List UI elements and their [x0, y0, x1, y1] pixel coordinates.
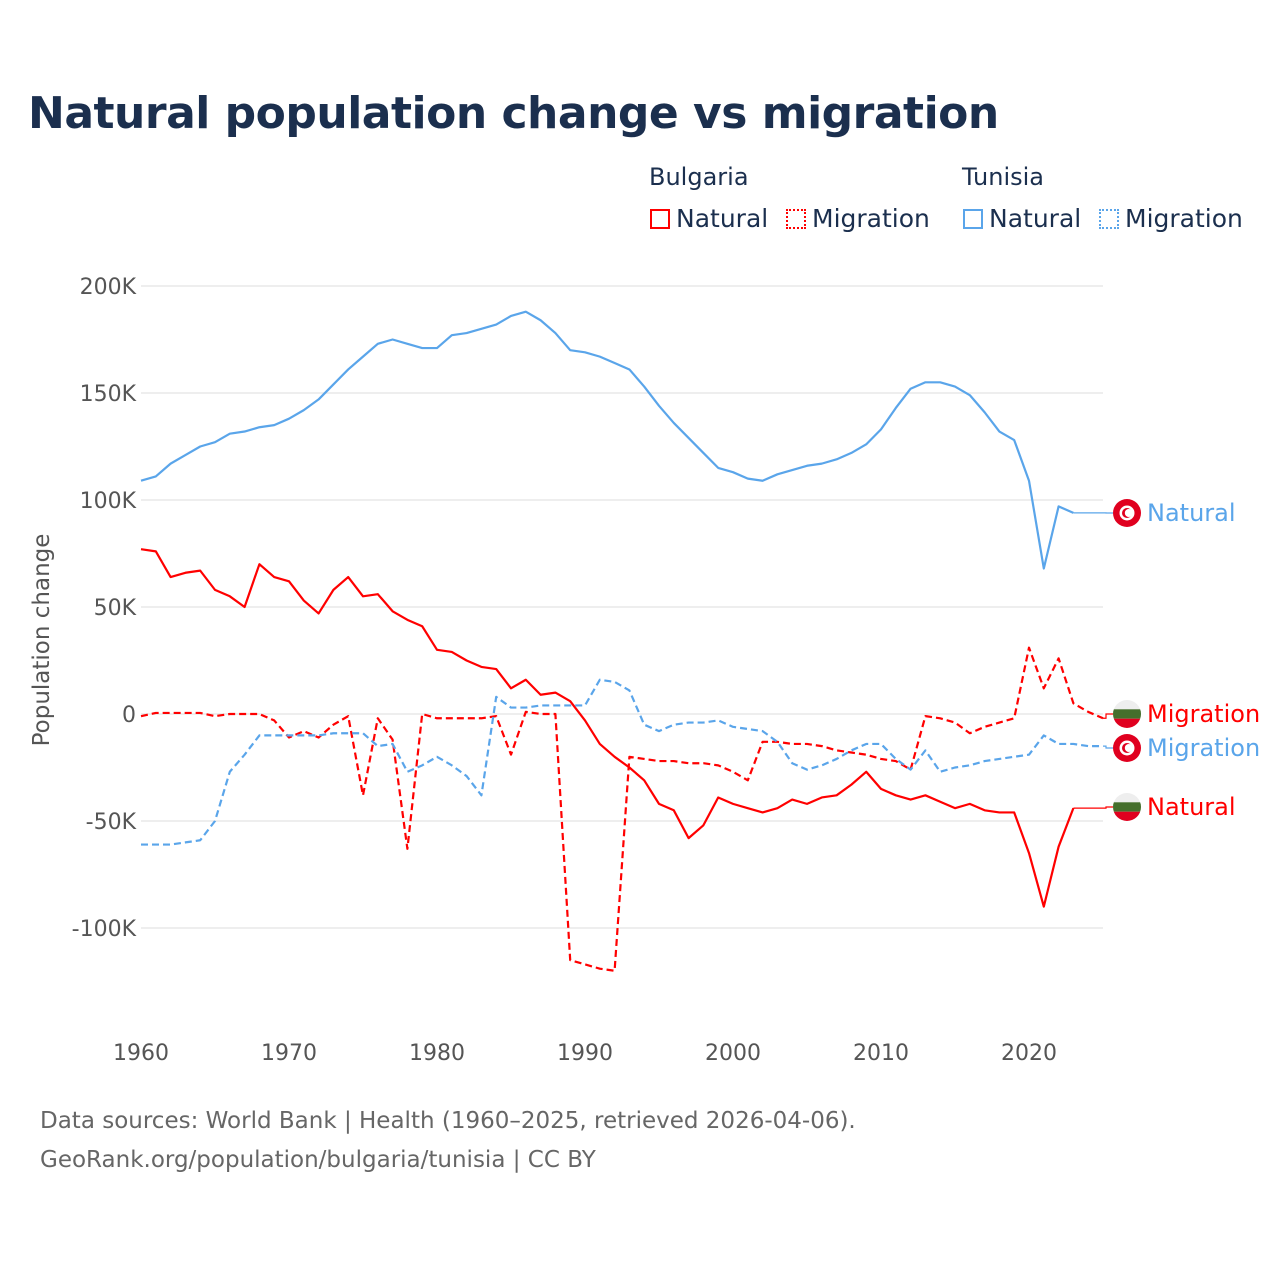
series-line-tunisia-natural: [140, 310, 1074, 570]
y-tick-label: 50K: [94, 596, 137, 621]
series-line-tunisia-migration: [141, 678, 1103, 846]
legend-label: Natural: [989, 204, 1082, 233]
legend-swatch-dotted-blue: [1099, 208, 1119, 229]
x-tick-label: 1970: [261, 1041, 317, 1066]
legend-swatch-dotted-red: [786, 208, 806, 229]
flag-crescent-cut: [1124, 744, 1133, 752]
x-tick-label: 2010: [853, 1041, 909, 1066]
x-tick-label: 1980: [409, 1041, 465, 1066]
legend-label: Migration: [1125, 204, 1243, 233]
x-tick-label: 1960: [113, 1041, 169, 1066]
end-label: Natural: [1147, 793, 1236, 821]
end-label: Natural: [1147, 499, 1236, 527]
legend-group-tunisia: Tunisia: [962, 163, 1044, 191]
legend-group-bulgaria: Bulgaria: [649, 163, 749, 191]
footer-sources: Data sources: World Bank | Health (1960–…: [40, 1108, 856, 1134]
label-connector: [1073, 806, 1113, 809]
footer-link[interactable]: GeoRank.org/population/bulgaria/tunisia …: [40, 1147, 596, 1173]
x-tick-label: 1990: [557, 1041, 613, 1066]
y-tick-label: -100K: [72, 917, 137, 942]
series-line-bulgaria-migration: [140, 646, 1104, 972]
legend-item-tunisia-natural[interactable]: Natural: [963, 204, 1081, 233]
y-tick-label: 200K: [80, 275, 137, 300]
end-label: Migration: [1147, 700, 1260, 728]
bulgaria-flag-icon: [1113, 793, 1141, 821]
label-connector: [1103, 745, 1113, 749]
series-line-bulgaria-natural: [140, 548, 1075, 908]
legend-label: Migration: [812, 204, 930, 233]
y-tick-label: 100K: [80, 489, 137, 514]
end-label: Migration: [1147, 734, 1260, 762]
y-tick-label: 0: [122, 703, 136, 728]
legend-label: Natural: [676, 204, 769, 233]
y-tick-label: 150K: [80, 382, 137, 407]
x-tick-label: 2020: [1001, 1041, 1057, 1066]
flag-crescent-cut: [1124, 509, 1133, 517]
chart-title: Natural population change vs migration: [28, 88, 999, 139]
bulgaria-flag-icon: [1113, 700, 1141, 728]
y-tick-label: -50K: [86, 810, 137, 835]
legend-swatch-solid-red: [650, 208, 670, 229]
legend-swatch-solid-blue: [963, 208, 983, 229]
x-tick-label: 2000: [705, 1041, 761, 1066]
legend-item-tunisia-migration[interactable]: Migration: [1099, 204, 1243, 233]
legend-item-bulgaria-migration[interactable]: Migration: [786, 204, 930, 233]
legend-item-bulgaria-natural[interactable]: Natural: [650, 204, 768, 233]
label-connector: [1103, 713, 1113, 719]
